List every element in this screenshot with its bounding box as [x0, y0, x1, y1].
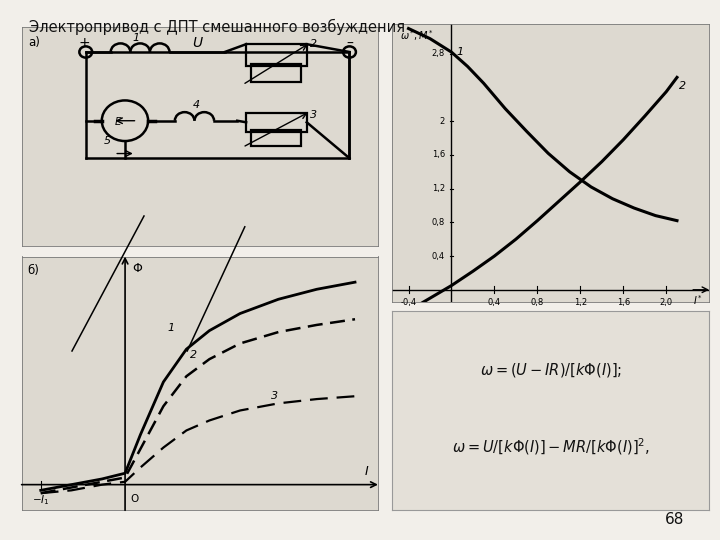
Text: 3: 3 [310, 110, 318, 119]
Text: 2: 2 [679, 81, 686, 91]
Text: а): а) [29, 36, 40, 49]
Text: U: U [193, 36, 203, 50]
Text: –: – [346, 36, 353, 50]
Text: 1,2: 1,2 [574, 298, 587, 307]
Bar [251, 130, 302, 146]
Text: 2: 2 [310, 39, 318, 49]
Text: $\omega = (U - IR)/[k\Phi(I)];$: $\omega = (U - IR)/[k\Phi(I)];$ [480, 361, 622, 380]
Text: 2,0: 2,0 [660, 298, 672, 307]
Text: Φ: Φ [132, 262, 143, 275]
Text: 1: 1 [167, 322, 174, 333]
Bar [246, 44, 307, 66]
Text: 1: 1 [456, 48, 464, 57]
Text: -0,4: -0,4 [400, 298, 417, 307]
Text: $-I_1$: $-I_1$ [32, 493, 50, 507]
Text: 0,4: 0,4 [488, 298, 501, 307]
Text: 5: 5 [104, 136, 111, 146]
Text: 1,6: 1,6 [616, 298, 630, 307]
Text: O: O [130, 494, 139, 504]
Text: 1,2: 1,2 [432, 184, 445, 193]
Bar [246, 113, 307, 132]
Text: $\omega = U/[k\Phi(I)] - MR/[k\Phi(I)]^2,$: $\omega = U/[k\Phi(I)] - MR/[k\Phi(I)]^2… [451, 436, 650, 457]
Text: 0,8: 0,8 [432, 218, 445, 227]
Text: б): б) [27, 264, 39, 276]
Text: 2: 2 [190, 350, 197, 360]
Text: $\omega^*\!,M^*$: $\omega^*\!,M^*$ [400, 29, 434, 43]
Text: +: + [78, 36, 90, 50]
Text: I: I [364, 464, 369, 478]
Text: 2: 2 [440, 117, 445, 126]
Text: 68: 68 [665, 511, 684, 526]
Text: 4: 4 [193, 100, 199, 110]
Text: 0,4: 0,4 [432, 252, 445, 261]
Text: $I^*$: $I^*$ [693, 293, 703, 307]
Text: 0,8: 0,8 [531, 298, 544, 307]
Text: 2,8: 2,8 [432, 49, 445, 58]
Text: 3: 3 [271, 391, 278, 401]
Text: 1: 1 [132, 33, 139, 43]
Bar [251, 64, 302, 82]
Text: Электропривод с ДПТ смешанного возбуждения: Электропривод с ДПТ смешанного возбужден… [29, 19, 405, 35]
Text: E: E [115, 117, 122, 127]
Text: 1,6: 1,6 [432, 151, 445, 159]
